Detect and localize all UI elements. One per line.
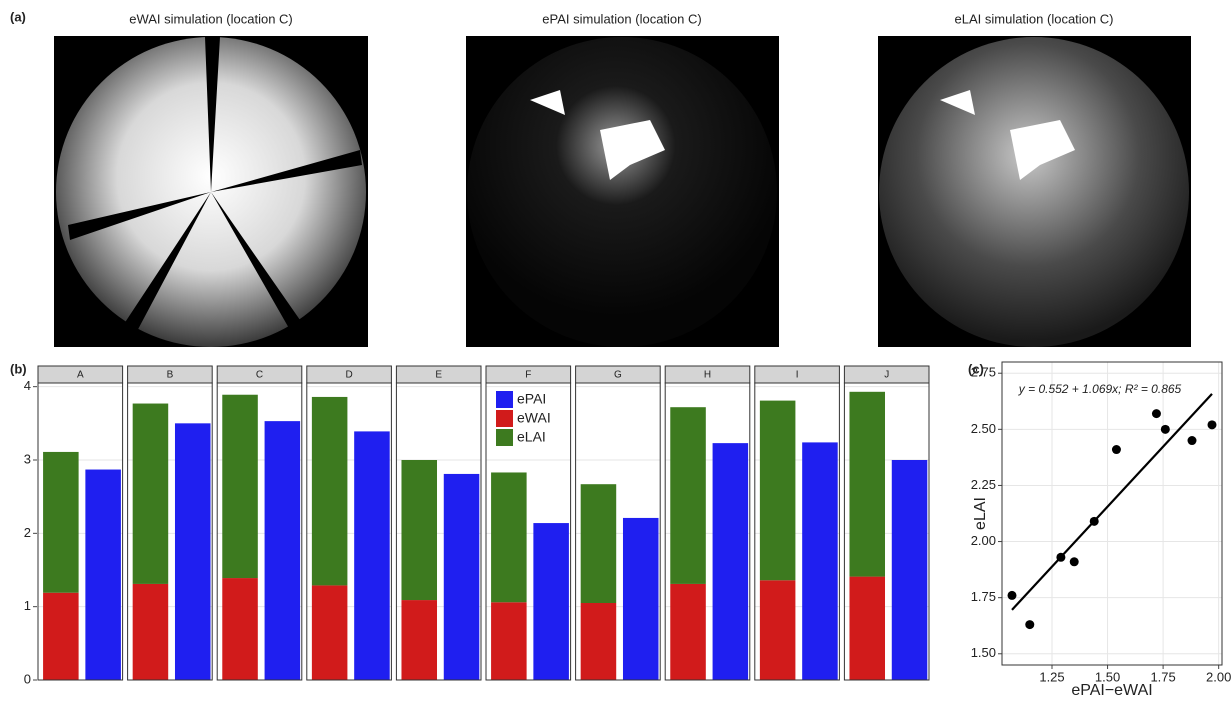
bar: [43, 593, 79, 680]
point: [1188, 436, 1197, 445]
y-tick-label: 2.00: [971, 533, 996, 548]
point: [1008, 591, 1017, 600]
facet-label: B: [167, 370, 174, 381]
photo: [466, 36, 779, 347]
bar: [892, 460, 928, 680]
figure: (a) eWAI simulation (location C) ePAI si…: [0, 0, 1231, 701]
bar: [713, 443, 749, 680]
bar: [312, 397, 348, 585]
point: [1056, 553, 1065, 562]
y-tick-label: 1: [24, 598, 31, 613]
bar: [133, 404, 169, 584]
panel-label: (b): [10, 361, 27, 376]
legend-label: eLAI: [517, 429, 546, 445]
y-tick-label: 4: [24, 378, 31, 393]
y-tick-label: 1.75: [971, 589, 996, 604]
y-tick-label: 2.50: [971, 421, 996, 436]
point: [1112, 445, 1121, 454]
page: (a) eWAI simulation (location C) ePAI si…: [0, 0, 1231, 701]
point: [1025, 620, 1034, 629]
y-tick-label: 2: [24, 525, 31, 540]
y-tick-label: 0: [24, 671, 31, 686]
bar: [581, 603, 617, 680]
point: [1208, 420, 1217, 429]
plot-panel: [1002, 362, 1222, 665]
facet-label: F: [525, 370, 531, 381]
point: [1161, 425, 1170, 434]
bar: [802, 442, 838, 680]
bar: [623, 518, 659, 680]
facet-label: J: [884, 370, 889, 381]
bar: [265, 421, 301, 680]
facet-label: D: [345, 370, 352, 381]
facet-label: I: [796, 370, 799, 381]
panel-label: (a): [10, 9, 26, 24]
bar: [444, 474, 480, 680]
x-axis-label: ePAI−eWAI: [1071, 682, 1152, 699]
bar: [491, 602, 527, 680]
y-tick-label: 2.75: [971, 365, 996, 380]
legend-swatch: [496, 410, 513, 427]
legend-label: ePAI: [517, 391, 546, 407]
image-title: eWAI simulation (location C): [129, 11, 293, 26]
legend-swatch: [496, 429, 513, 446]
bar: [354, 431, 390, 680]
legend-label: eWAI: [517, 410, 551, 426]
facet-label: A: [77, 370, 84, 381]
bar: [175, 423, 211, 680]
bar: [760, 580, 796, 680]
bar: [312, 585, 348, 680]
bar: [85, 470, 121, 680]
point: [1090, 517, 1099, 526]
image-title: ePAI simulation (location C): [542, 11, 701, 26]
bar: [849, 577, 885, 680]
facet-label: C: [256, 370, 263, 381]
annotation: y = 0.552 + 1.069x; R² = 0.865: [1018, 382, 1182, 396]
x-tick-label: 1.75: [1150, 669, 1175, 684]
y-tick-label: 3: [24, 451, 31, 466]
bar: [491, 472, 527, 602]
bar: [401, 600, 437, 680]
bar: [760, 401, 796, 581]
photo: [878, 36, 1191, 347]
bar: [581, 484, 617, 603]
facet-label: E: [435, 370, 442, 381]
image-title: eLAI simulation (location C): [955, 11, 1114, 26]
y-tick-label: 2.25: [971, 477, 996, 492]
bar: [533, 523, 569, 680]
x-tick-label: 2.00: [1206, 669, 1231, 684]
bar: [670, 407, 706, 584]
x-tick-label: 1.25: [1039, 669, 1064, 684]
y-axis-label: eLAI: [972, 497, 989, 530]
bar: [133, 584, 169, 680]
bar: [222, 395, 258, 578]
bar: [222, 578, 258, 680]
y-tick-label: 1.50: [971, 645, 996, 660]
bar: [43, 452, 79, 593]
facet-label: H: [704, 370, 711, 381]
point: [1070, 557, 1079, 566]
photo: [54, 36, 368, 347]
bar: [401, 460, 437, 600]
legend-swatch: [496, 391, 513, 408]
facet-label: G: [614, 370, 622, 381]
bar: [670, 584, 706, 680]
bar: [849, 392, 885, 577]
point: [1152, 409, 1161, 418]
